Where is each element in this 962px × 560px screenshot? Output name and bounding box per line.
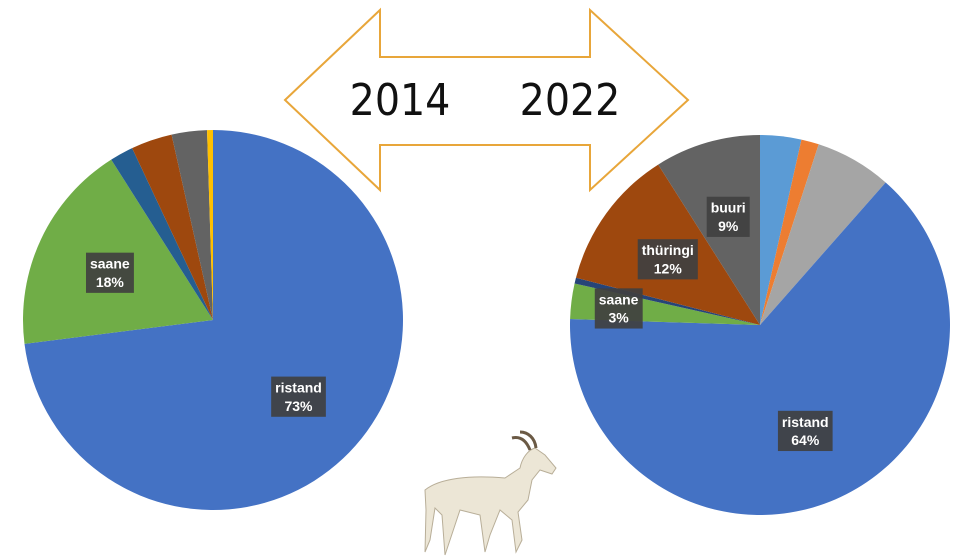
data-label-category: thüringi (642, 242, 694, 258)
data-label: ristand 64% (777, 410, 833, 452)
year-left: 2014 (350, 75, 451, 126)
data-label-category: saane (90, 256, 130, 272)
pie-slice (171, 130, 213, 320)
year-right: 2022 (520, 75, 621, 126)
data-label-text: ristand 73% (275, 380, 322, 414)
data-label-value: 3% (609, 310, 630, 326)
data-label-category: ristand (782, 414, 829, 430)
pie-slice (132, 134, 213, 320)
data-label-text: ristand 64% (782, 414, 829, 448)
data-label-category: ristand (275, 380, 322, 396)
goat (424, 430, 557, 556)
data-label: buuri 9% (706, 196, 750, 237)
pie-slice (22, 159, 213, 344)
pies (22, 130, 950, 515)
pie-slice (570, 182, 950, 515)
data-label: saane 3% (594, 288, 643, 329)
data-label-bg (271, 376, 326, 417)
data-label-bg (637, 239, 698, 280)
data-label-category: buuri (711, 200, 746, 216)
data-label-value: 18% (96, 274, 125, 290)
data-label-value: 73% (284, 398, 313, 414)
data-label-text: thüringi 12% (642, 242, 694, 276)
data-label-bg (594, 288, 643, 329)
pie-slice (760, 144, 886, 325)
labels: ristand 73% saane 18% ristand 64% saane 3% thüri… (85, 196, 833, 452)
data-label-bg (85, 252, 134, 293)
data-label-category: saane (599, 291, 639, 307)
pie-slice (207, 130, 213, 320)
data-label-text: saane 18% (90, 256, 130, 290)
double-arrow (283, 7, 690, 193)
data-label: ristand 73% (271, 376, 326, 417)
data-label-text: saane 3% (599, 291, 639, 325)
data-label-value: 64% (791, 432, 820, 448)
data-label: thüringi 12% (637, 239, 698, 280)
data-label-value: 12% (654, 260, 683, 276)
data-label-value: 9% (718, 218, 739, 234)
data-label: saane 18% (85, 252, 134, 293)
pie-slice (760, 139, 819, 325)
data-label-bg (706, 196, 750, 237)
pie-slice (111, 148, 213, 320)
data-label-bg (777, 410, 833, 452)
data-label-text: buuri 9% (711, 200, 746, 234)
pie-slice (760, 135, 802, 325)
